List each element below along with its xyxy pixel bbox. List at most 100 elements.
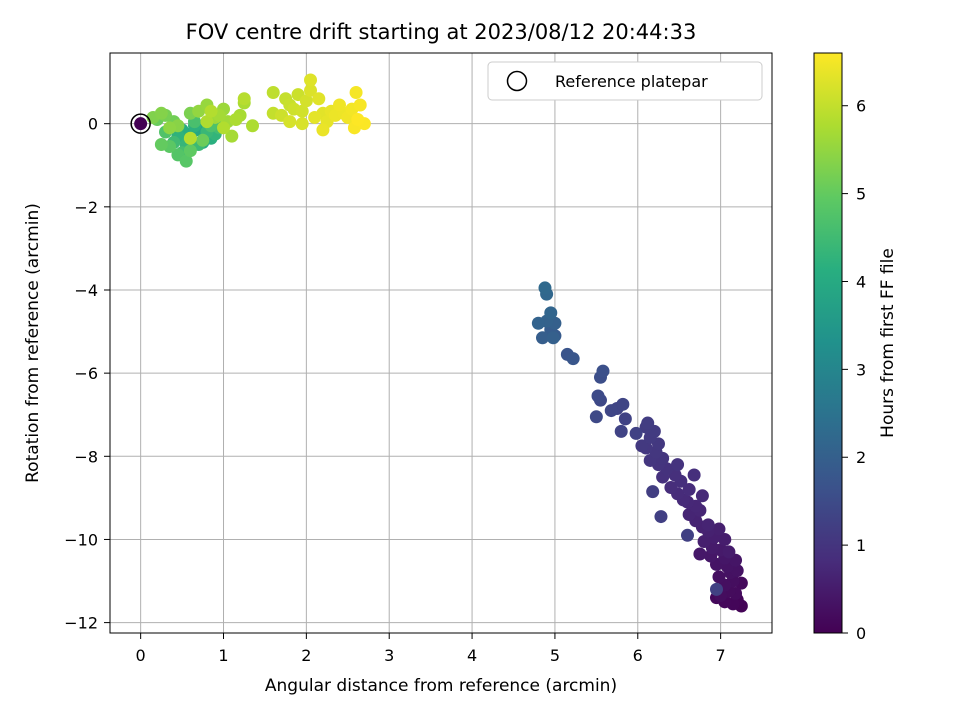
y-tick-label: −2	[74, 198, 98, 217]
data-point	[712, 522, 726, 536]
x-tick-label: 3	[384, 646, 394, 665]
x-axis-label: Angular distance from reference (arcmin)	[265, 676, 617, 696]
colorbar-tick-label: 1	[856, 536, 866, 555]
data-point	[680, 528, 694, 542]
data-point	[701, 518, 715, 532]
data-point	[718, 532, 732, 546]
x-tick-label: 1	[218, 646, 228, 665]
data-point	[695, 489, 709, 503]
y-axis-ticks: 0 −2 −4 −6 −8 −10 −12	[64, 115, 110, 633]
data-point	[204, 104, 218, 118]
data-point	[544, 306, 558, 320]
data-point	[697, 535, 711, 549]
colorbar-tick-label: 5	[856, 185, 866, 204]
data-point	[531, 316, 545, 330]
data-point	[163, 121, 177, 135]
data-point	[566, 352, 580, 366]
data-point	[682, 483, 696, 497]
data-point	[299, 94, 313, 108]
y-tick-label: −12	[64, 614, 98, 633]
data-point	[604, 404, 618, 418]
data-point	[546, 331, 560, 345]
data-point	[308, 110, 322, 124]
data-point	[349, 85, 363, 99]
data-point	[183, 144, 197, 158]
colorbar-tick-label: 2	[856, 448, 866, 467]
data-point	[196, 133, 210, 147]
y-tick-label: 0	[88, 115, 98, 134]
data-point	[671, 458, 685, 472]
data-point	[722, 545, 736, 559]
data-point	[304, 83, 318, 97]
data-point	[312, 92, 326, 106]
x-tick-label: 5	[550, 646, 560, 665]
data-point	[225, 129, 239, 143]
data-point	[712, 570, 726, 584]
colorbar-tick-label: 0	[856, 624, 866, 643]
data-point	[154, 106, 168, 120]
x-tick-label: 2	[301, 646, 311, 665]
data-point	[353, 98, 367, 112]
colorbar-gradient	[813, 52, 843, 634]
x-tick-label: 4	[467, 646, 477, 665]
y-tick-label: −6	[74, 364, 98, 383]
data-point	[596, 364, 610, 378]
legend: Reference platepar	[487, 61, 763, 101]
data-point	[154, 137, 168, 151]
colorbar-tick-label: 4	[856, 272, 866, 291]
plot-frame	[109, 52, 773, 634]
data-point	[641, 416, 655, 430]
y-tick-label: −8	[74, 447, 98, 466]
x-tick-label: 7	[716, 646, 726, 665]
data-point	[304, 73, 318, 87]
y-axis-label: Rotation from reference (arcmin)	[23, 203, 43, 483]
x-tick-label: 0	[136, 646, 146, 665]
data-point	[179, 154, 193, 168]
data-point	[646, 485, 660, 499]
data-point	[333, 98, 347, 112]
y-tick-label: −10	[64, 530, 98, 549]
data-point	[200, 115, 214, 129]
chart-title: FOV centre drift starting at 2023/08/12 …	[186, 20, 697, 44]
x-tick-label: 6	[633, 646, 643, 665]
data-point	[709, 582, 723, 596]
data-point	[614, 424, 628, 438]
data-point	[283, 115, 297, 129]
colorbar-label: Hours from first FF file	[878, 248, 898, 438]
data-points	[146, 73, 748, 613]
data-point	[616, 397, 630, 411]
data-point	[183, 131, 197, 145]
data-point	[693, 547, 707, 561]
data-point	[316, 123, 330, 137]
data-point	[295, 104, 309, 118]
colorbar-ticks: 0 1 2 3 4 5 6	[842, 97, 866, 643]
data-point	[229, 113, 243, 127]
reference-point-fill	[134, 117, 148, 131]
data-point	[237, 92, 251, 106]
data-point	[246, 119, 260, 133]
data-point	[295, 117, 309, 131]
x-axis-ticks: 0 1 2 3 4 5 6 7	[136, 633, 726, 665]
data-point	[730, 564, 744, 578]
data-point	[351, 113, 365, 127]
data-point	[629, 426, 643, 440]
data-point	[217, 121, 231, 135]
data-point	[635, 439, 649, 453]
data-point	[538, 281, 552, 295]
data-point	[687, 468, 701, 482]
reference-point-ring	[130, 113, 151, 134]
colorbar-tick-label: 3	[856, 360, 866, 379]
y-tick-label: −4	[74, 281, 98, 300]
legend-box	[487, 61, 763, 101]
data-point	[618, 412, 632, 426]
data-point	[589, 410, 603, 424]
data-point	[654, 510, 668, 524]
data-point	[591, 389, 605, 403]
data-point	[535, 331, 549, 345]
data-point	[266, 85, 280, 99]
legend-marker-open-circle	[506, 70, 528, 92]
legend-label-reference-platepar: Reference platepar	[555, 72, 708, 91]
colorbar: 0 1 2 3 4 5 6 Hours from first FF file	[813, 52, 898, 643]
reference-marker	[130, 113, 151, 134]
